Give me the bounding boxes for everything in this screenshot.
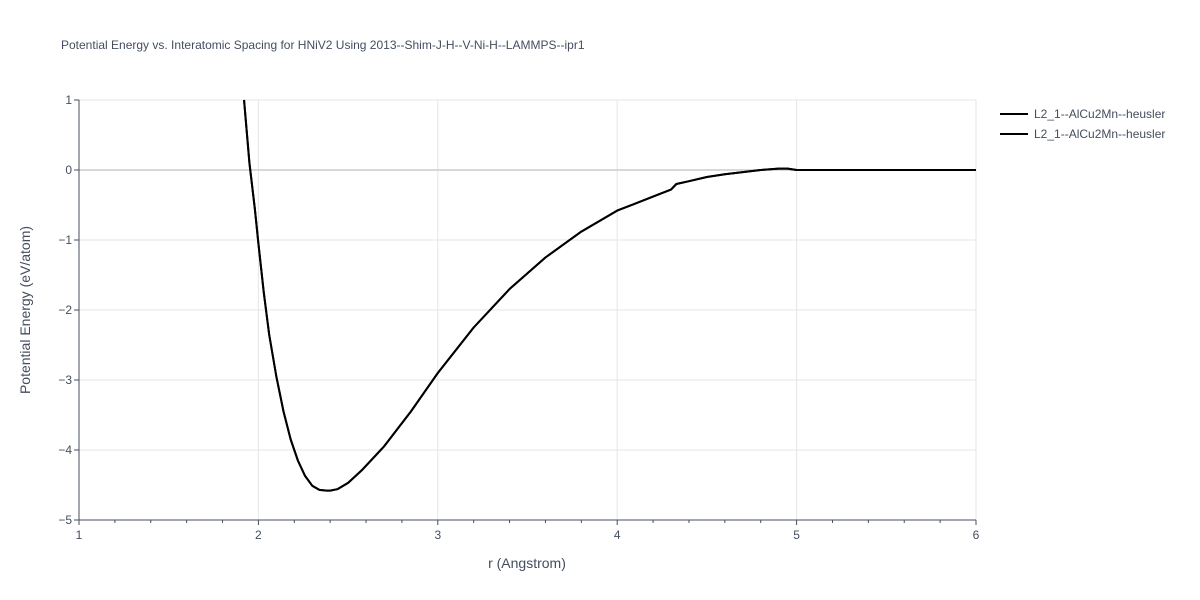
x-tick-label: 3 [434, 528, 441, 542]
legend-label: L2_1--AlCu2Mn--heusler [1034, 127, 1165, 141]
x-tick-label: 2 [255, 528, 262, 542]
legend[interactable]: L2_1--AlCu2Mn--heusler L2_1--AlCu2Mn--heu… [1000, 107, 1165, 141]
y-tick-label: −5 [58, 513, 72, 527]
x-tick-label: 6 [973, 528, 980, 542]
y-axis-title: Potential Energy (eV/atom) [17, 226, 33, 394]
legend-item-2[interactable]: L2_1--AlCu2Mn--heusler [1000, 127, 1165, 141]
legend-label: L2_1--AlCu2Mn--heusler [1034, 107, 1165, 121]
series-line-1 [243, 99, 976, 492]
series-layer [243, 99, 976, 492]
y-tick-label: −3 [58, 373, 72, 387]
y-tick-label: −4 [58, 443, 72, 457]
series-line-2 [243, 99, 976, 492]
y-tick-label: 1 [65, 93, 72, 107]
axis-layer: 1 2 3 4 5 6 1 0 −1 −2 −3 −4 −5 [58, 93, 979, 542]
x-tick-label: 5 [793, 528, 800, 542]
chart-title: Potential Energy vs. Interatomic Spacing… [61, 38, 585, 52]
y-tick-label: 0 [65, 163, 72, 177]
y-tick-label: −2 [58, 303, 72, 317]
x-axis-title: r (Angstrom) [488, 555, 566, 571]
x-tick-label: 4 [614, 528, 621, 542]
grid-layer [79, 99, 977, 520]
legend-item-1[interactable]: L2_1--AlCu2Mn--heusler [1000, 107, 1165, 121]
y-tick-label: −1 [58, 233, 72, 247]
x-tick-label: 1 [76, 528, 83, 542]
